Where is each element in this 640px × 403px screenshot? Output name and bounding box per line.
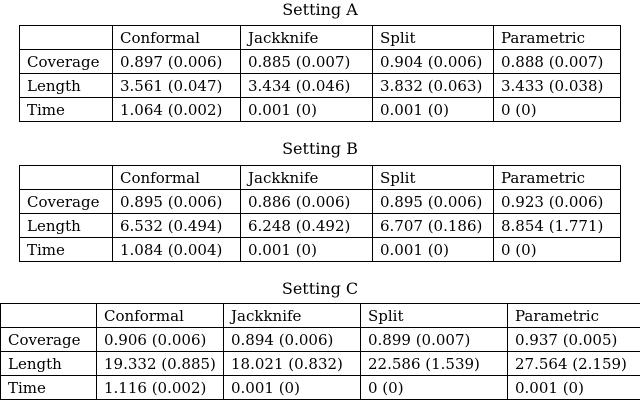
- row-label-time: Time: [0, 375, 97, 400]
- col-header-split: Split: [360, 303, 508, 328]
- data-cell: 3.433 (0.038): [493, 73, 621, 98]
- data-cell: 1.064 (0.002): [112, 97, 241, 122]
- col-header-conformal: Conformal: [96, 303, 224, 328]
- data-cell: 27.564 (2.159): [507, 351, 640, 376]
- table-b-caption: Setting B: [282, 139, 358, 158]
- table-row: Length 6.532 (0.494) 6.248 (0.492) 6.707…: [19, 213, 621, 238]
- col-header-split: Split: [372, 25, 494, 50]
- data-cell: 0.001 (0): [372, 97, 494, 122]
- row-label-coverage: Coverage: [19, 189, 113, 214]
- corner-cell: [19, 25, 113, 50]
- data-cell: 3.832 (0.063): [372, 73, 494, 98]
- table-c-caption: Setting C: [281, 279, 359, 298]
- data-cell: 0.001 (0): [507, 375, 640, 400]
- table-b-header-row: Conformal Jackknife Split Parametric: [19, 165, 621, 190]
- data-cell: 6.532 (0.494): [112, 213, 241, 238]
- data-cell: 0.899 (0.007): [360, 327, 508, 352]
- data-cell: 1.084 (0.004): [112, 237, 241, 262]
- col-header-split: Split: [372, 165, 494, 190]
- table-row: Time 1.064 (0.002) 0.001 (0) 0.001 (0) 0…: [19, 97, 621, 122]
- table-row: Time 1.084 (0.004) 0.001 (0) 0.001 (0) 0…: [19, 237, 621, 262]
- col-header-parametric: Parametric: [507, 303, 640, 328]
- data-cell: 0.895 (0.006): [372, 189, 494, 214]
- table-row: Coverage 0.895 (0.006) 0.886 (0.006) 0.8…: [19, 189, 621, 214]
- table-setting-c: Conformal Jackknife Split Parametric Cov…: [0, 303, 640, 400]
- data-cell: 0.001 (0): [240, 97, 373, 122]
- data-cell: 19.332 (0.885): [96, 351, 224, 376]
- data-cell: 0.904 (0.006): [372, 49, 494, 74]
- table-row: Length 19.332 (0.885) 18.021 (0.832) 22.…: [0, 351, 640, 376]
- data-cell: 0.897 (0.006): [112, 49, 241, 74]
- row-label-length: Length: [0, 351, 97, 376]
- row-label-coverage: Coverage: [0, 327, 97, 352]
- data-cell: 1.116 (0.002): [96, 375, 224, 400]
- data-cell: 0.888 (0.007): [493, 49, 621, 74]
- table-a-caption: Setting A: [282, 0, 358, 19]
- col-header-conformal: Conformal: [112, 25, 241, 50]
- data-cell: 0.895 (0.006): [112, 189, 241, 214]
- col-header-parametric: Parametric: [493, 25, 621, 50]
- data-cell: 6.248 (0.492): [240, 213, 373, 238]
- data-cell: 0.885 (0.007): [240, 49, 373, 74]
- col-header-jackknife: Jackknife: [240, 165, 373, 190]
- row-label-coverage: Coverage: [19, 49, 113, 74]
- data-cell: 0 (0): [493, 237, 621, 262]
- data-cell: 0.886 (0.006): [240, 189, 373, 214]
- data-cell: 3.561 (0.047): [112, 73, 241, 98]
- table-row: Length 3.561 (0.047) 3.434 (0.046) 3.832…: [19, 73, 621, 98]
- data-cell: 0.894 (0.006): [223, 327, 361, 352]
- col-header-conformal: Conformal: [112, 165, 241, 190]
- data-cell: 3.434 (0.046): [240, 73, 373, 98]
- row-label-length: Length: [19, 73, 113, 98]
- data-cell: 0.937 (0.005): [507, 327, 640, 352]
- table-row: Coverage 0.906 (0.006) 0.894 (0.006) 0.8…: [0, 327, 640, 352]
- col-header-jackknife: Jackknife: [223, 303, 361, 328]
- data-cell: 18.021 (0.832): [223, 351, 361, 376]
- data-cell: 0.906 (0.006): [96, 327, 224, 352]
- col-header-jackknife: Jackknife: [240, 25, 373, 50]
- row-label-time: Time: [19, 237, 113, 262]
- data-cell: 6.707 (0.186): [372, 213, 494, 238]
- data-cell: 0.001 (0): [240, 237, 373, 262]
- col-header-parametric: Parametric: [493, 165, 621, 190]
- data-cell: 0.923 (0.006): [493, 189, 621, 214]
- table-row: Coverage 0.897 (0.006) 0.885 (0.007) 0.9…: [19, 49, 621, 74]
- data-cell: 0.001 (0): [223, 375, 361, 400]
- data-cell: 22.586 (1.539): [360, 351, 508, 376]
- row-label-length: Length: [19, 213, 113, 238]
- row-label-time: Time: [19, 97, 113, 122]
- data-cell: 0 (0): [360, 375, 508, 400]
- table-setting-a: Conformal Jackknife Split Parametric Cov…: [19, 25, 621, 122]
- table-a-header-row: Conformal Jackknife Split Parametric: [19, 25, 621, 50]
- table-c-header-row: Conformal Jackknife Split Parametric: [0, 303, 640, 328]
- table-row: Time 1.116 (0.002) 0.001 (0) 0 (0) 0.001…: [0, 375, 640, 400]
- table-setting-b: Conformal Jackknife Split Parametric Cov…: [19, 165, 621, 262]
- data-cell: 0.001 (0): [372, 237, 494, 262]
- data-cell: 8.854 (1.771): [493, 213, 621, 238]
- corner-cell: [19, 165, 113, 190]
- data-cell: 0 (0): [493, 97, 621, 122]
- corner-cell: [0, 303, 97, 328]
